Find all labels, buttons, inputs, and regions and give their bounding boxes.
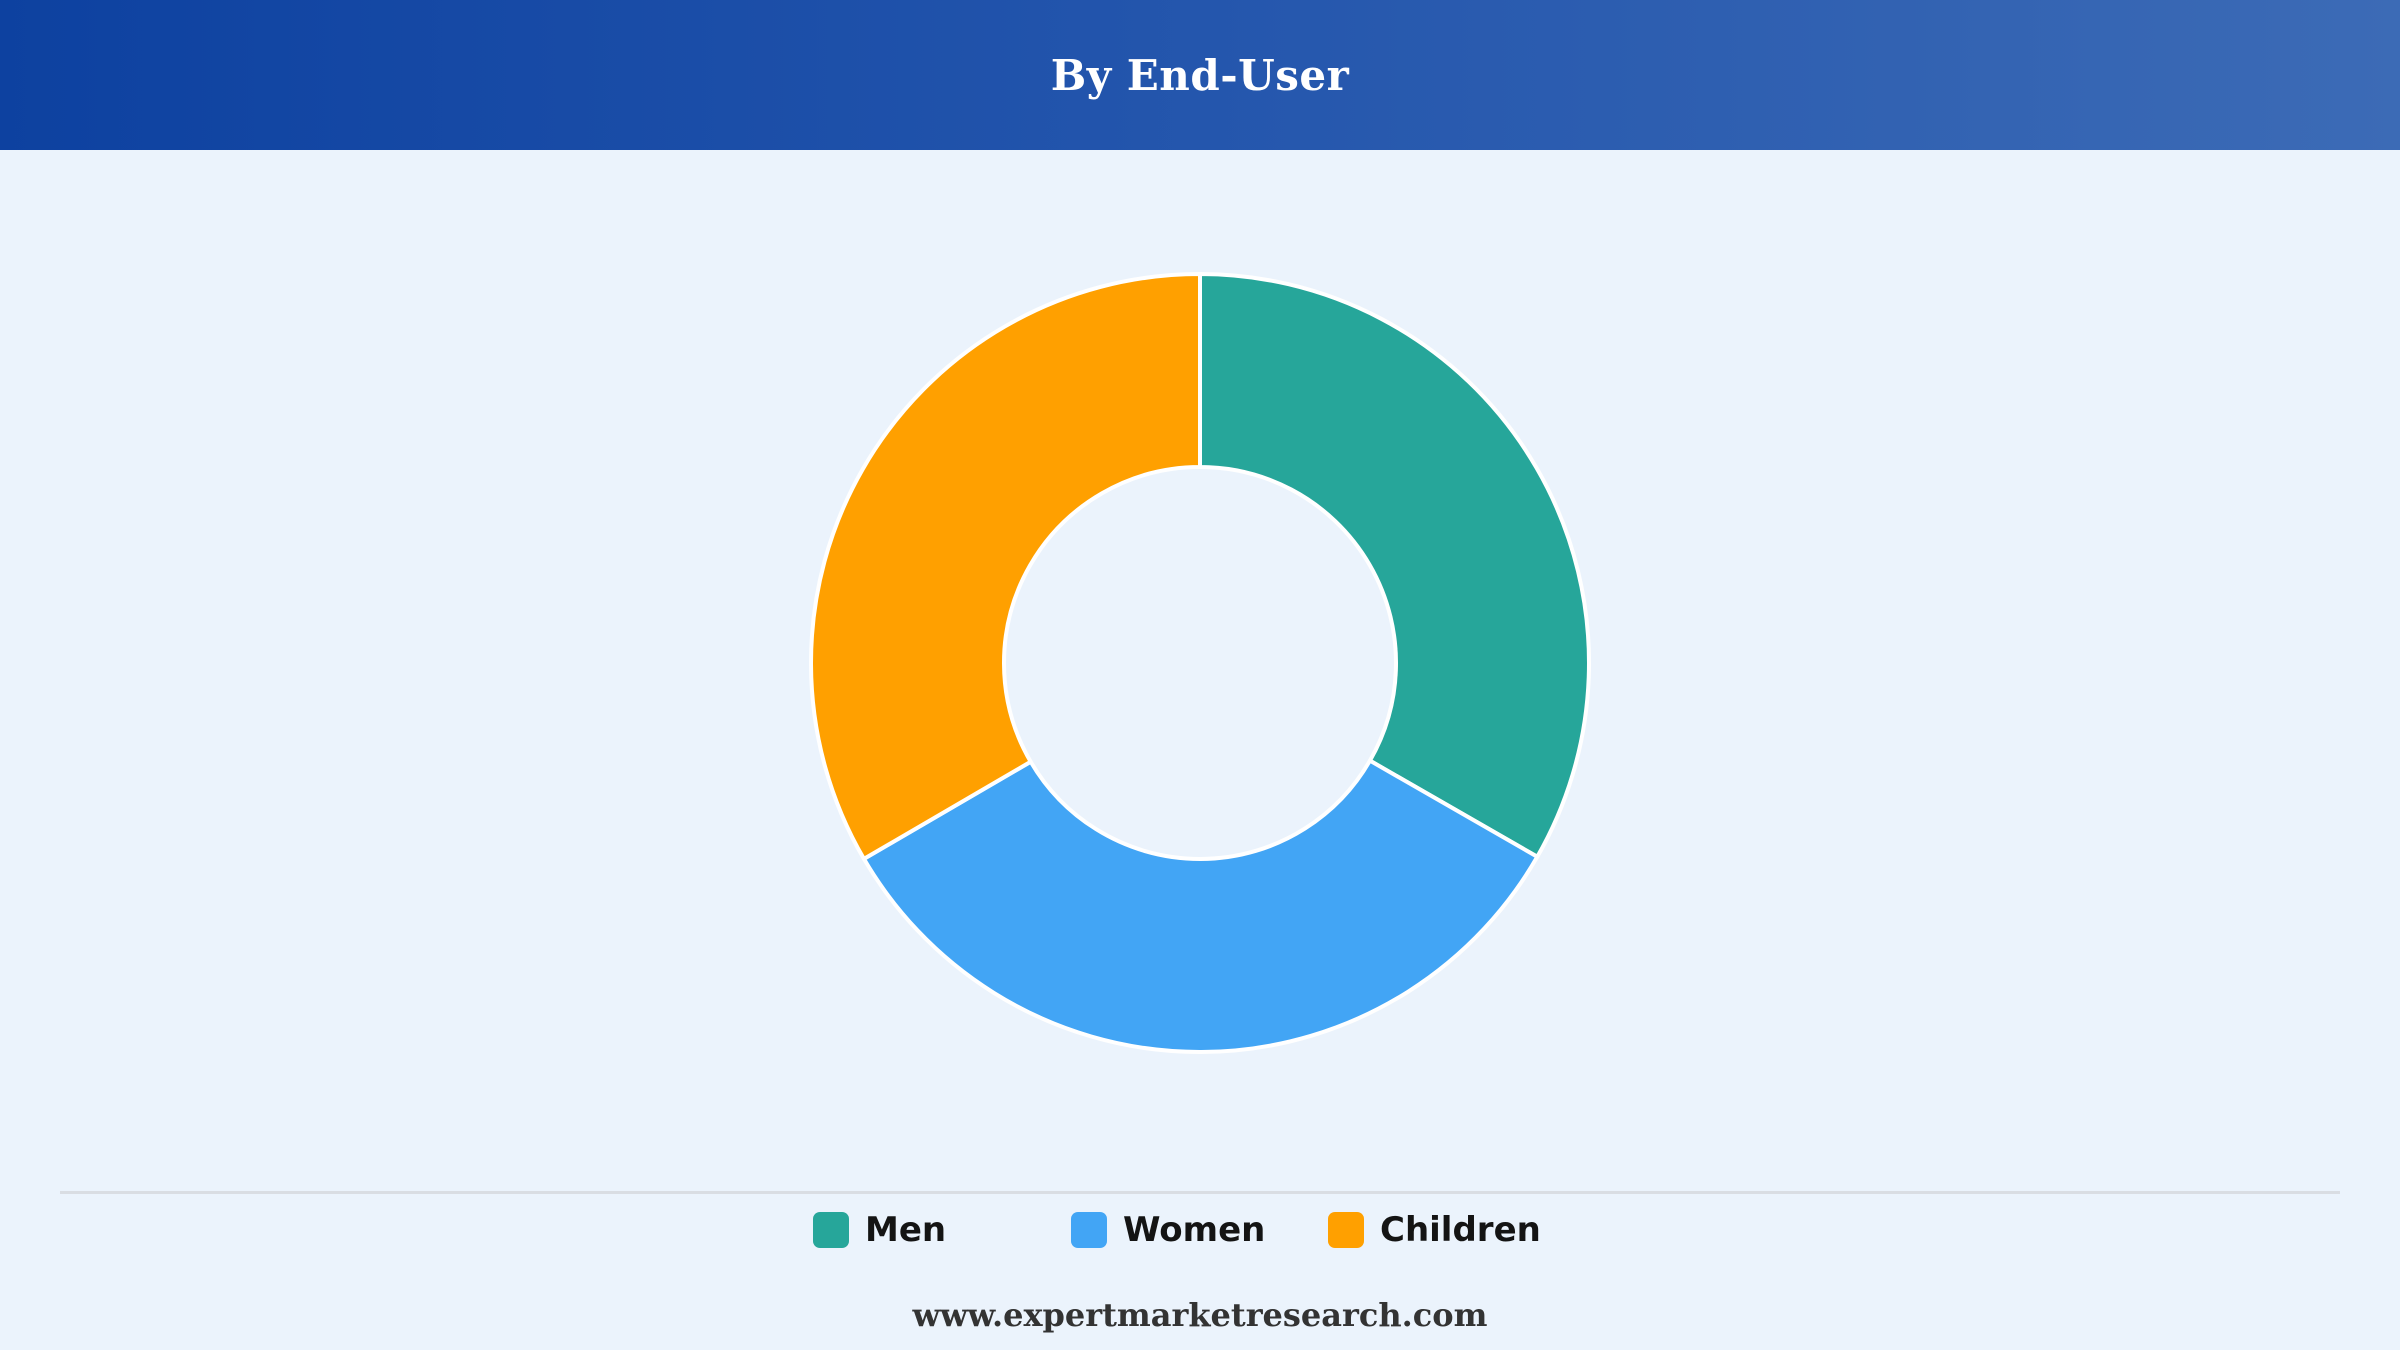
legend-item-men[interactable]: Men [813, 1205, 946, 1255]
donut-slice-children[interactable] [809, 272, 1202, 861]
header-banner: By End-User [0, 0, 2400, 150]
chart-title: By End-User [1050, 50, 1350, 100]
legend-item-women[interactable]: Women [1071, 1205, 1265, 1255]
legend-label-men: Men [865, 1210, 947, 1250]
legend-swatch-children [1328, 1212, 1364, 1248]
legend-swatch-men [813, 1212, 849, 1248]
legend-item-children[interactable]: Children [1328, 1205, 1541, 1255]
legend-divider [60, 1191, 2340, 1194]
donut-slice-men[interactable] [1198, 272, 1591, 859]
legend-label-children: Children [1380, 1210, 1541, 1250]
legend-label-women: Women [1123, 1210, 1266, 1250]
legend-swatch-women [1071, 1212, 1107, 1248]
chart-legend: Men Women Children [0, 1205, 2400, 1255]
donut-slice-women[interactable] [861, 758, 1540, 1054]
source-url: www.expertmarketresearch.com [912, 1296, 1488, 1334]
